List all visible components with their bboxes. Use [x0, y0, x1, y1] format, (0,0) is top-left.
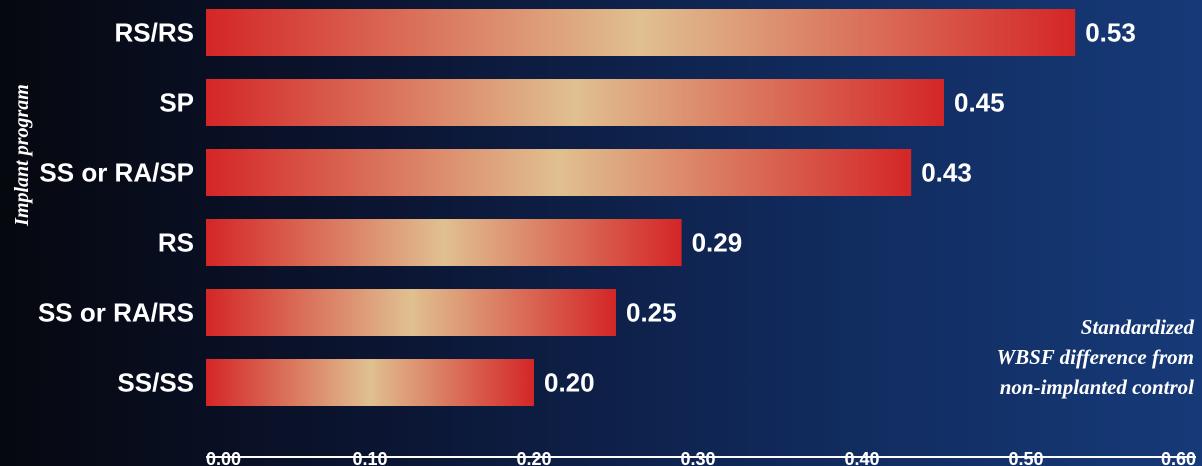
value-label-3: 0.29: [692, 228, 743, 258]
bar-5: [206, 359, 534, 406]
category-label-4: SS or RA/RS: [38, 298, 194, 328]
annotation-line-2: WBSF difference from: [996, 345, 1194, 369]
x-tick-label-0: 0.00: [206, 449, 241, 466]
annotation-line-1: Standardized: [1081, 315, 1195, 339]
category-label-2: SS or RA/SP: [39, 158, 194, 188]
annotation-line-3: non-implanted control: [1000, 375, 1194, 399]
y-axis-title: Implant program: [11, 84, 33, 227]
x-tick-label-5: 0.50: [1008, 449, 1043, 466]
value-labels: 0.53 0.45 0.43 0.29 0.25 0.20: [544, 18, 1136, 398]
value-label-1: 0.45: [954, 88, 1005, 118]
bar-3: [206, 219, 682, 266]
x-tick-label-6: 0.60: [1161, 449, 1196, 466]
category-label-1: SP: [159, 88, 194, 118]
category-labels: RS/RS SP SS or RA/SP RS SS or RA/RS SS/SS: [38, 18, 194, 398]
bar-1: [206, 79, 944, 126]
value-label-0: 0.53: [1085, 18, 1136, 48]
x-tick-label-3: 0.30: [680, 449, 715, 466]
bar-4: [206, 289, 616, 336]
value-label-2: 0.43: [921, 158, 972, 188]
x-tick-label-4: 0.40: [844, 449, 879, 466]
x-tick-labels: 0.00 0.10 0.20 0.30 0.40 0.50 0.60: [206, 449, 1196, 466]
bar-0: [206, 9, 1076, 56]
category-label-3: RS: [158, 228, 194, 258]
bars-group: [206, 9, 1076, 406]
category-label-0: RS/RS: [115, 18, 194, 48]
x-tick-label-1: 0.10: [352, 449, 387, 466]
value-label-5: 0.20: [544, 368, 595, 398]
value-label-4: 0.25: [626, 298, 677, 328]
x-tick-label-2: 0.20: [516, 449, 551, 466]
bar-2: [206, 149, 912, 196]
category-label-5: SS/SS: [117, 368, 194, 398]
